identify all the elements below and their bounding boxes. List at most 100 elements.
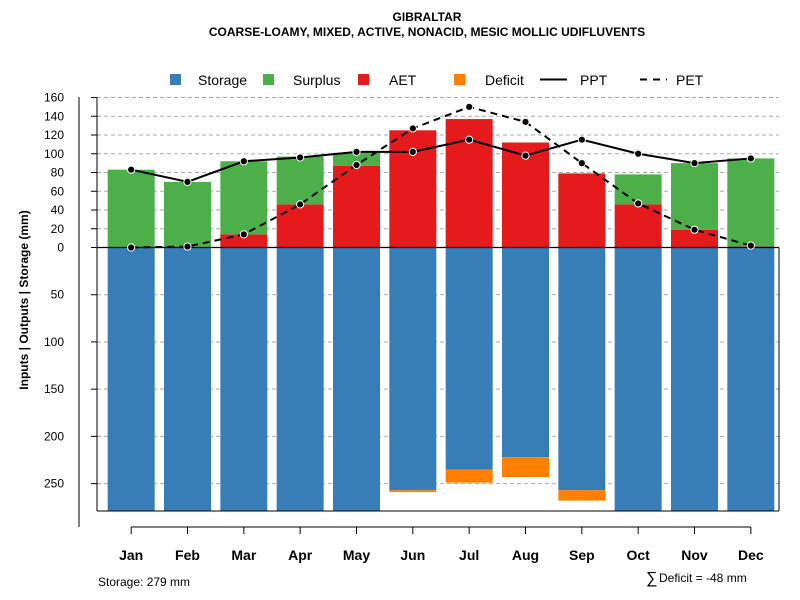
- pet-point: [634, 199, 643, 208]
- pet-point: [127, 243, 136, 252]
- aet-bar: [671, 229, 718, 248]
- y-tick-label: 20: [51, 222, 65, 236]
- ppt-point: [577, 135, 586, 144]
- deficit-bar: [445, 469, 493, 483]
- aet-bar: [276, 204, 324, 248]
- x-tick-label: Apr: [288, 547, 313, 563]
- storage-bar: [220, 247, 268, 511]
- y-tick-label: 50: [51, 288, 65, 302]
- pet-point: [352, 160, 361, 170]
- chart-title: GIBRALTAR: [393, 10, 462, 24]
- deficit-sum-symbol: ∑: [646, 570, 657, 587]
- storage-deficit-bars: [107, 247, 775, 511]
- aet-bar: [502, 142, 549, 248]
- legend-swatch: [170, 74, 181, 85]
- storage-bar: [558, 247, 606, 491]
- ppt-point: [239, 157, 248, 166]
- ppt-point: [296, 153, 305, 162]
- chart-subtitle: COARSE-LOAMY, MIXED, ACTIVE, NONACID, ME…: [209, 25, 645, 39]
- x-tick-label: Sep: [569, 547, 595, 563]
- deficit-bar: [389, 490, 437, 493]
- storage-summary: Storage: 279 mm: [98, 575, 190, 589]
- storage-bar: [276, 247, 324, 511]
- surplus-bar: [220, 161, 268, 235]
- surplus-bar: [671, 163, 718, 230]
- y-tick-label: 100: [44, 335, 64, 349]
- ppt-line: [130, 138, 751, 183]
- storage-bar: [502, 247, 549, 458]
- legend-label: AET: [389, 72, 417, 88]
- legend-label: Surplus: [293, 72, 340, 88]
- legend-label: PPT: [580, 72, 608, 88]
- y-tick-label: 250: [44, 477, 64, 491]
- legend-label: Storage: [198, 72, 247, 88]
- pet-point: [577, 159, 586, 168]
- deficit-bar: [502, 457, 549, 477]
- x-tick-label: Nov: [681, 547, 708, 563]
- storage-bar: [671, 247, 718, 511]
- storage-bar: [445, 247, 493, 470]
- aet-surplus-bars: [107, 119, 775, 248]
- y-tick-label: 200: [44, 429, 64, 443]
- x-tick-label: Jan: [119, 547, 143, 563]
- y-tick-label: 40: [51, 203, 65, 217]
- storage-bar: [107, 247, 155, 511]
- legend-swatch: [358, 74, 369, 85]
- ppt-point: [183, 177, 192, 186]
- y-tick-label: 60: [51, 184, 65, 198]
- legend: Storage Surplus AET Deficit PPT PET: [170, 72, 704, 88]
- y-tick-label: 80: [51, 166, 65, 180]
- pet-line: [131, 105, 752, 249]
- legend-swatch: [454, 74, 465, 85]
- surplus-bar: [164, 181, 211, 248]
- x-tick-label: Jun: [400, 547, 425, 563]
- y-tick-label: 150: [44, 382, 64, 396]
- x-tick-label: Oct: [626, 547, 650, 563]
- storage-bar: [333, 247, 380, 511]
- y-tick-label: 0: [57, 241, 64, 255]
- pet-point: [408, 124, 417, 133]
- ppt-point: [408, 147, 417, 156]
- pet-point: [239, 230, 248, 239]
- storage-bar: [727, 247, 775, 511]
- pet-point: [690, 225, 699, 234]
- y-tick-label: 120: [44, 128, 64, 142]
- x-tick-label: Mar: [231, 547, 256, 563]
- surplus-bar: [276, 156, 324, 205]
- aet-bar: [558, 173, 606, 248]
- pet-point: [746, 241, 755, 250]
- surplus-bar: [333, 152, 380, 166]
- storage-bar: [614, 247, 662, 511]
- storage-bar: [389, 247, 437, 491]
- x-tick-label: May: [343, 547, 370, 563]
- ppt-point: [127, 165, 136, 174]
- ppt-point: [352, 147, 361, 156]
- aet-bar: [333, 165, 380, 248]
- legend-swatch: [263, 74, 274, 85]
- y-tick-label: 100: [44, 147, 64, 161]
- x-tick-label: Aug: [512, 547, 539, 563]
- y-tick-label: 160: [44, 91, 64, 105]
- pet-point: [183, 242, 192, 251]
- ppt-point: [465, 135, 474, 144]
- x-tick-label: Dec: [738, 547, 764, 563]
- y-axis-label: Inputs | Outputs | Storage (mm): [17, 210, 31, 389]
- deficit-bar: [558, 490, 606, 501]
- x-tick-label: Feb: [175, 547, 200, 563]
- pet-point: [465, 102, 474, 111]
- legend-label: Deficit: [485, 72, 524, 88]
- ppt-point: [521, 151, 530, 160]
- ppt-point: [634, 149, 643, 158]
- storage-bar: [164, 247, 211, 511]
- ppt-pet-lines: [127, 102, 755, 252]
- ppt-point: [690, 159, 699, 168]
- legend-label: PET: [676, 72, 704, 88]
- x-tick-label: Jul: [459, 547, 479, 563]
- surplus-bar: [727, 158, 775, 247]
- y-tick-label: 140: [44, 109, 64, 123]
- deficit-summary: Deficit = -48 mm: [659, 571, 747, 585]
- pet-point: [521, 117, 530, 126]
- ppt-point: [746, 154, 755, 163]
